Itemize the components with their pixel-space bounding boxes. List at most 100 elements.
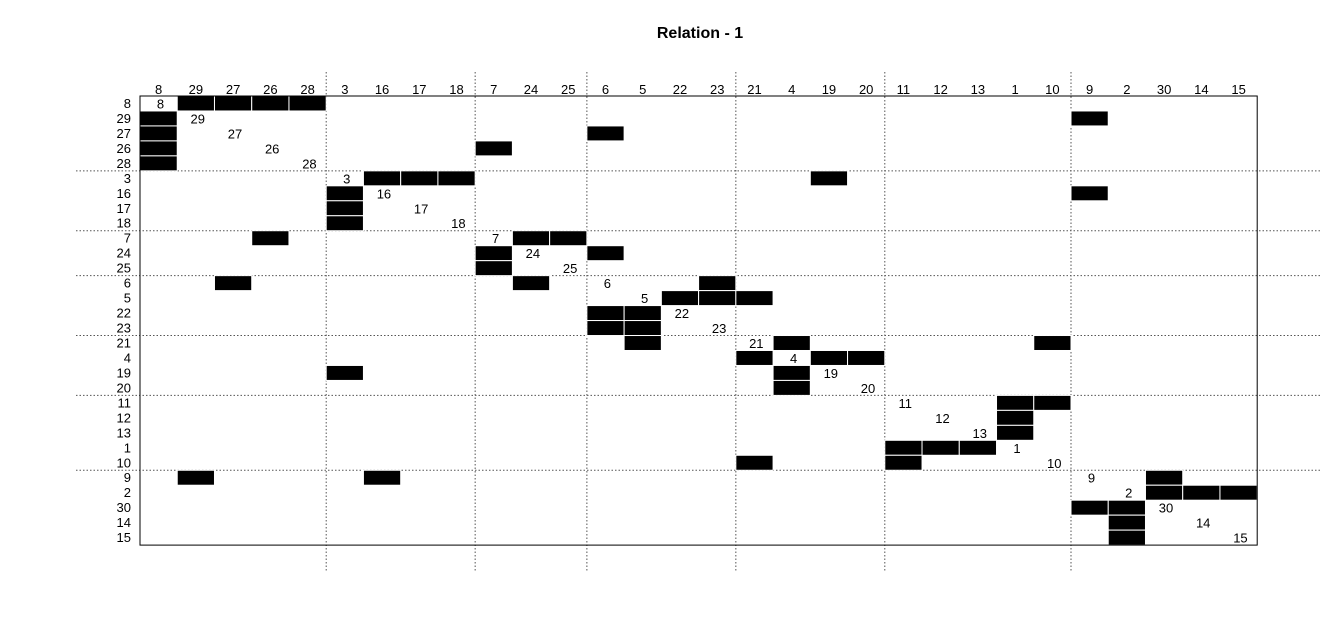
diagonal-label: 25 <box>563 261 577 276</box>
diagonal-label: 16 <box>377 186 391 201</box>
tie-cell-6-23 <box>698 275 737 292</box>
diagonal-label: 9 <box>1088 471 1095 486</box>
tie-cell-30-9 <box>1070 499 1109 516</box>
column-label: 1 <box>1012 82 1019 97</box>
column-label: 20 <box>859 82 873 97</box>
row-label: 23 <box>117 321 131 336</box>
column-label: 18 <box>449 82 463 97</box>
tie-cell-9-29 <box>176 469 215 486</box>
column-label: 10 <box>1045 82 1059 97</box>
tie-cell-27-6 <box>586 125 625 142</box>
row-label: 10 <box>117 455 131 470</box>
column-label: 2 <box>1123 82 1130 97</box>
column-label: 5 <box>639 82 646 97</box>
tie-cell-7-26 <box>251 230 290 247</box>
diagonal-label: 23 <box>712 321 726 336</box>
column-label: 17 <box>412 82 426 97</box>
diagonal-label: 19 <box>824 366 838 381</box>
column-label: 8 <box>155 82 162 97</box>
tie-cell-11-1 <box>996 394 1035 411</box>
diagonal-label: 20 <box>861 381 875 396</box>
tie-cell-6-27 <box>213 275 253 292</box>
row-label: 12 <box>117 410 131 425</box>
tie-cell-1-11 <box>884 439 923 456</box>
column-label: 25 <box>561 82 575 97</box>
tie-cell-3-17 <box>400 170 439 187</box>
diagonal-label: 4 <box>790 351 797 366</box>
tie-cell-11-10 <box>1033 394 1072 411</box>
row-label: 14 <box>117 515 131 530</box>
row-label: 5 <box>124 291 131 306</box>
diagonal-label: 21 <box>749 336 763 351</box>
tie-cell-23-5 <box>623 320 662 337</box>
row-label: 29 <box>117 111 131 126</box>
diagonal-label: 7 <box>492 231 499 246</box>
tie-cell-3-18 <box>437 170 476 187</box>
column-label: 11 <box>897 82 911 97</box>
tie-cell-5-23 <box>698 290 737 307</box>
tie-cell-7-25 <box>549 230 588 247</box>
tie-cell-4-20 <box>847 349 886 366</box>
row-label: 16 <box>117 186 131 201</box>
row-label: 27 <box>117 126 131 141</box>
column-label: 7 <box>490 82 497 97</box>
row-label: 21 <box>117 335 131 350</box>
tie-cell-20-4 <box>772 379 811 396</box>
tie-cell-14-2 <box>1107 514 1146 531</box>
row-label: 19 <box>117 365 131 380</box>
row-label: 28 <box>117 156 131 171</box>
column-label: 23 <box>710 82 724 97</box>
tie-cell-28-8 <box>139 155 178 172</box>
tie-cell-25-7 <box>474 260 513 277</box>
tie-cell-13-1 <box>996 424 1035 441</box>
tie-cell-24-7 <box>474 245 513 262</box>
diagonal-label: 3 <box>343 171 350 186</box>
chart-title: Relation - 1 <box>657 25 743 42</box>
diagonal-label: 12 <box>935 411 949 426</box>
tie-cell-19-3 <box>325 364 364 381</box>
diagonal-label: 15 <box>1233 531 1247 546</box>
diagonal-label: 24 <box>526 246 540 261</box>
column-label: 24 <box>524 82 538 97</box>
tie-cell-9-16 <box>362 469 402 486</box>
diagonal-label: 8 <box>157 96 164 111</box>
tie-cell-16-9 <box>1070 185 1109 202</box>
tie-cell-8-27 <box>213 95 253 112</box>
row-label: 4 <box>124 350 131 365</box>
group-dividers <box>76 72 1322 572</box>
tie-cell-19-4 <box>772 364 811 381</box>
row-label: 20 <box>117 380 131 395</box>
column-label: 27 <box>226 82 240 97</box>
row-label: 15 <box>117 530 131 545</box>
row-label: 9 <box>124 470 131 485</box>
tie-cell-21-10 <box>1033 335 1072 351</box>
tie-cell-8-29 <box>176 95 215 112</box>
tie-cell-4-19 <box>809 349 849 366</box>
tie-cell-5-22 <box>660 290 700 307</box>
tie-cell-4-21 <box>735 349 774 366</box>
tie-cell-3-19 <box>809 170 849 187</box>
tie-cell-12-1 <box>996 409 1035 426</box>
tie-cell-16-3 <box>325 185 364 202</box>
column-label: 30 <box>1157 82 1171 97</box>
tie-cell-5-21 <box>735 290 774 307</box>
tie-cell-26-8 <box>139 140 178 157</box>
row-labels: 8292726283161718724256522232141920111213… <box>117 96 131 545</box>
tie-cell-1-12 <box>921 439 960 456</box>
column-label: 3 <box>341 82 348 97</box>
diagonal-label: 5 <box>641 291 648 306</box>
row-label: 25 <box>117 261 131 276</box>
tie-cell-9-30 <box>1144 469 1184 486</box>
row-label: 1 <box>124 440 131 455</box>
diagonal-label: 28 <box>302 156 316 171</box>
column-label: 14 <box>1194 82 1208 97</box>
tie-cell-8-26 <box>251 95 290 112</box>
tie-cell-24-6 <box>586 245 625 262</box>
row-label: 24 <box>117 246 131 261</box>
matrix-frame <box>139 95 1258 546</box>
diagonal-label: 18 <box>451 216 465 231</box>
row-label: 30 <box>117 500 131 515</box>
row-label: 2 <box>124 485 131 500</box>
tie-cell-8-28 <box>288 95 327 112</box>
column-label: 22 <box>673 82 687 97</box>
